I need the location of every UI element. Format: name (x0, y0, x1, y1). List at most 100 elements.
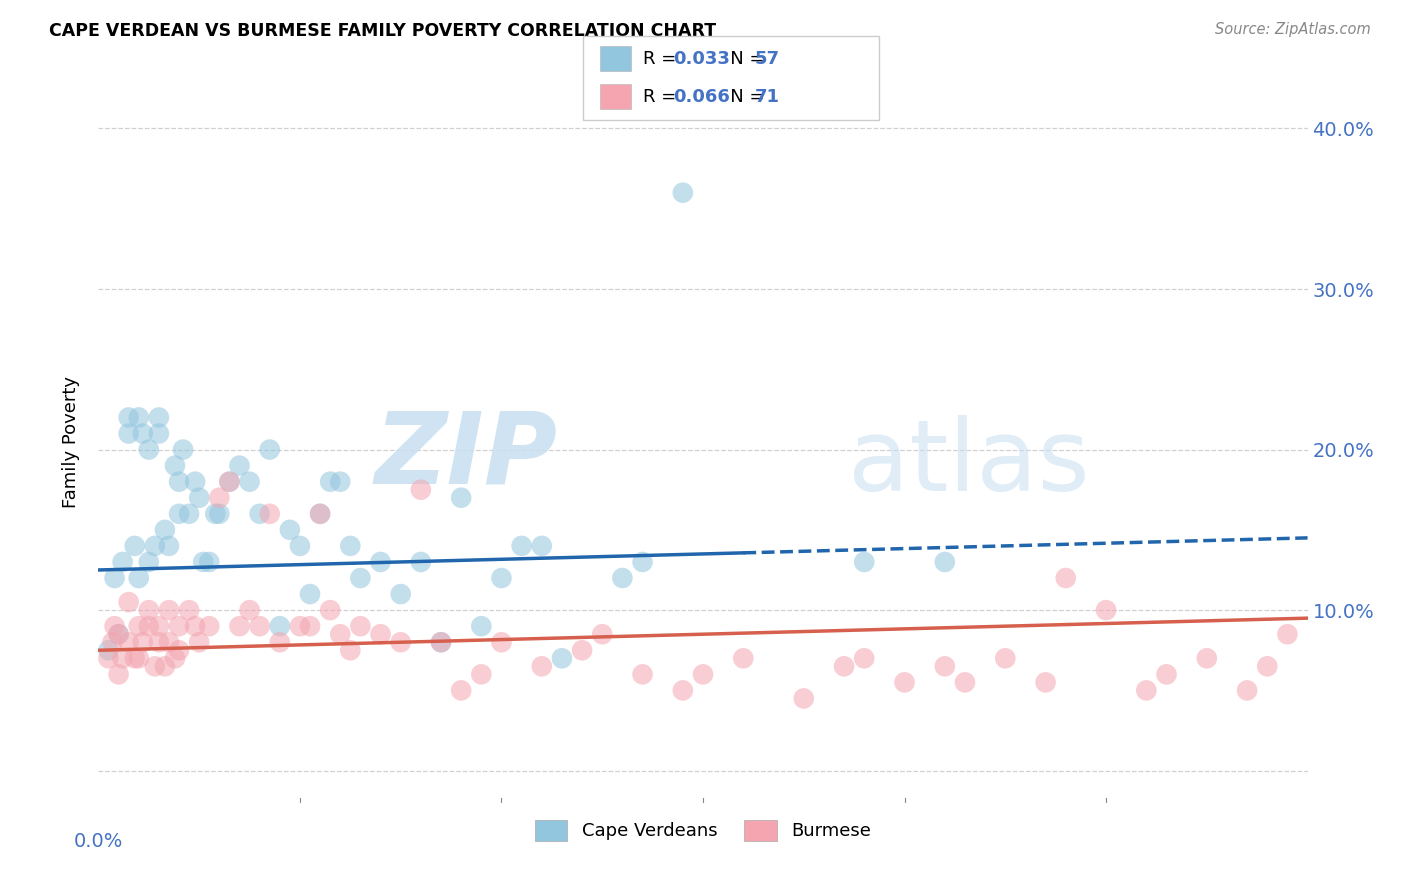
Point (193, 555, 215, 569)
Text: Source: ZipAtlas.com: Source: ZipAtlas.com (1215, 22, 1371, 37)
Point (491, 571, 513, 585)
Point (339, 643, 361, 657)
Point (198, 555, 221, 569)
Point (249, 619, 271, 633)
Point (793, 691, 815, 706)
Point (1277, 627, 1299, 641)
Point (551, 651, 574, 665)
Point (188, 635, 211, 649)
Point (208, 507, 231, 521)
Point (1236, 683, 1258, 698)
Point (167, 643, 190, 657)
Point (218, 475, 240, 489)
Point (239, 475, 262, 489)
Point (309, 507, 332, 521)
Point (631, 555, 654, 569)
Point (853, 651, 876, 665)
Text: 0.066: 0.066 (673, 87, 730, 105)
Point (208, 491, 231, 505)
Point (132, 426, 155, 441)
Point (128, 619, 150, 633)
Point (179, 507, 201, 521)
Point (470, 667, 492, 681)
Text: 71: 71 (755, 87, 780, 105)
Text: R =: R = (643, 87, 682, 105)
Point (389, 635, 412, 649)
Point (853, 555, 876, 569)
Point (370, 627, 392, 641)
Point (733, 651, 755, 665)
Point (309, 507, 332, 521)
Point (319, 475, 342, 489)
Point (167, 507, 190, 521)
Point (934, 659, 956, 673)
Point (143, 539, 166, 553)
Point (138, 603, 160, 617)
Point (128, 410, 150, 425)
Point (107, 667, 129, 681)
Point (157, 603, 180, 617)
Point (128, 651, 150, 665)
Point (672, 683, 695, 698)
Text: ZIP: ZIP (375, 408, 558, 505)
Point (184, 619, 207, 633)
Point (148, 426, 170, 441)
Point (1156, 667, 1178, 681)
Point (1035, 675, 1057, 690)
Point (228, 458, 250, 473)
Point (530, 659, 553, 673)
Point (228, 619, 250, 633)
Point (370, 555, 392, 569)
Text: 0.033: 0.033 (673, 50, 730, 68)
Point (288, 539, 311, 553)
Point (153, 659, 176, 673)
Point (329, 475, 352, 489)
Point (153, 523, 176, 537)
Point (430, 635, 453, 649)
Point (138, 555, 160, 569)
Point (118, 635, 141, 649)
Point (450, 683, 472, 698)
Point (1256, 659, 1278, 673)
Point (591, 627, 613, 641)
Point (571, 643, 593, 657)
Point (1054, 571, 1077, 585)
Point (389, 587, 412, 601)
Point (612, 571, 634, 585)
Point (1135, 683, 1157, 698)
Point (349, 571, 371, 585)
Point (672, 186, 695, 200)
Point (103, 571, 125, 585)
Point (953, 675, 976, 690)
Point (101, 635, 124, 649)
Point (491, 635, 513, 649)
Point (118, 426, 141, 441)
Point (218, 475, 240, 489)
Point (239, 603, 262, 617)
Point (198, 619, 221, 633)
Point (329, 627, 352, 641)
Point (259, 507, 281, 521)
Point (299, 587, 322, 601)
Point (893, 675, 915, 690)
Point (107, 627, 129, 641)
Point (184, 475, 207, 489)
Point (269, 619, 291, 633)
Text: N =: N = (713, 50, 770, 68)
Point (409, 555, 432, 569)
Text: 0.0%: 0.0% (73, 831, 124, 851)
Point (832, 659, 855, 673)
Point (118, 410, 141, 425)
Y-axis label: Family Poverty: Family Poverty (62, 376, 80, 508)
Point (124, 651, 146, 665)
Text: 57: 57 (755, 50, 780, 68)
Point (167, 475, 190, 489)
Point (157, 539, 180, 553)
Point (470, 619, 492, 633)
Point (339, 539, 361, 553)
Point (148, 619, 170, 633)
Point (157, 635, 180, 649)
Point (118, 595, 141, 609)
Point (450, 491, 472, 505)
Point (128, 571, 150, 585)
